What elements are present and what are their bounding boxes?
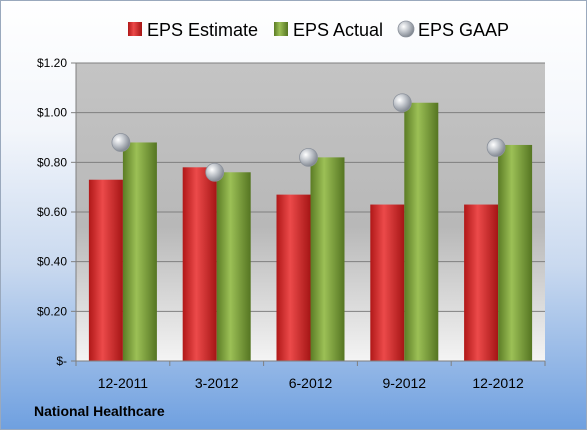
gaap-marker — [299, 147, 318, 167]
legend-label: EPS Estimate — [147, 20, 258, 40]
gaap-marker — [111, 133, 131, 152]
estimate-bar — [370, 204, 405, 361]
y-tick-label: $0.80 — [37, 155, 67, 169]
y-tick-label: $0.60 — [37, 205, 67, 219]
bars — [88, 102, 533, 361]
gaap-markers — [111, 93, 506, 182]
legend-swatch-estimate — [128, 22, 142, 36]
legend-swatch-actual — [274, 22, 288, 36]
actual-bar — [310, 157, 345, 361]
estimate-bar — [464, 204, 499, 361]
x-axis: 12-2011 3-2012 6-2012 9-2012 12-2012 — [75, 360, 546, 391]
x-tick-label: 12-2011 — [98, 375, 149, 391]
legend-swatch-gaap — [397, 20, 415, 38]
x-tick-label: 3-2012 — [195, 375, 239, 391]
legend-label: EPS Actual — [293, 20, 383, 40]
estimate-bar — [276, 194, 311, 361]
actual-bar — [498, 144, 533, 361]
actual-bar — [122, 142, 157, 361]
y-axis: $- $0.20 $0.40 $0.60 $0.80 $1.00 $1.20 — [37, 56, 77, 368]
y-tick-label: $0.40 — [37, 255, 67, 269]
y-tick-label: $0.20 — [37, 304, 67, 318]
actual-bar — [404, 102, 439, 361]
legend-label: EPS GAAP — [418, 20, 509, 40]
gaap-marker — [486, 138, 506, 157]
gaap-marker — [205, 162, 225, 182]
x-tick-label: 6-2012 — [289, 375, 333, 391]
y-tick-label: $1.20 — [37, 56, 67, 70]
actual-bar — [216, 172, 251, 361]
x-tick-label: 12-2012 — [472, 375, 524, 391]
estimate-bar — [88, 179, 123, 361]
y-tick-label: $1.00 — [37, 106, 67, 120]
x-tick-label: 9-2012 — [383, 375, 427, 391]
legend: EPS Estimate EPS Actual EPS GAAP — [128, 20, 509, 40]
company-name: National Healthcare — [34, 403, 165, 419]
gaap-marker — [392, 93, 412, 113]
y-tick-label: $- — [56, 354, 67, 368]
estimate-bar — [182, 167, 217, 361]
